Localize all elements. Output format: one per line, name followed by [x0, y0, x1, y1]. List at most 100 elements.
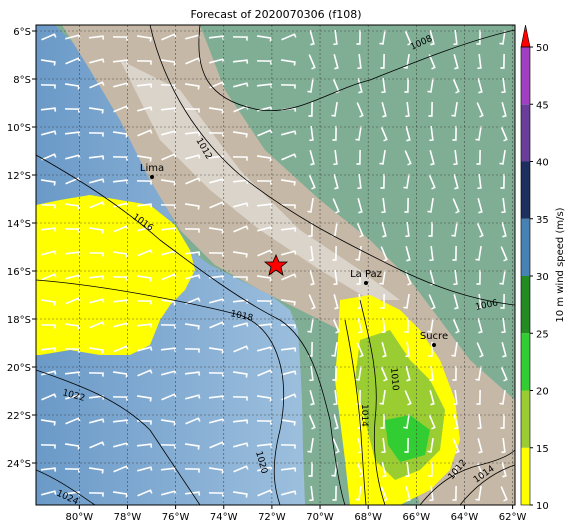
wind-barb [233, 202, 249, 208]
wind-barb [136, 300, 152, 305]
wind-barb [332, 485, 337, 501]
wind-barb [40, 59, 56, 66]
x-tick-label: 70°W [306, 512, 334, 523]
wind-barb [476, 102, 484, 118]
y-tick-label: 24°S [7, 459, 31, 470]
wind-barb [355, 365, 362, 381]
wind-barb [332, 365, 337, 381]
wind-barb [428, 414, 436, 430]
colorbar-tick-label: 15 [536, 444, 549, 455]
contour-label: 1014 [359, 404, 369, 427]
wind-barb [256, 443, 273, 448]
wind-barb [160, 227, 177, 232]
wind-barb [500, 486, 508, 502]
wind-barb [308, 174, 316, 190]
wind-barb [380, 173, 385, 189]
wind-barb [256, 300, 272, 305]
y-tick-label: 20°S [7, 363, 31, 374]
wind-barb [256, 83, 273, 88]
wind-barb [355, 245, 362, 261]
wind-barb [64, 108, 80, 113]
wind-barb [405, 246, 411, 262]
wind-barb [379, 389, 386, 405]
chart-title: Forecast of 2020070306 (f108) [190, 8, 361, 21]
wind-barb [381, 222, 387, 238]
colorbar-tick-label: 20 [536, 387, 549, 398]
wind-barb [405, 341, 410, 358]
wind-barb [380, 53, 385, 69]
wind-barb [380, 366, 388, 382]
wind-barb [209, 441, 225, 449]
wind-barb [356, 102, 364, 118]
city-label: La Paz [350, 269, 382, 280]
wind-barb [89, 321, 105, 329]
wind-barb [209, 58, 225, 64]
city-dot [432, 343, 436, 347]
wind-barb [40, 204, 56, 209]
wind-barb [40, 324, 56, 329]
wind-barb [280, 299, 296, 306]
wind-barb [477, 438, 483, 454]
wind-barb [380, 413, 385, 429]
wind-barb [307, 197, 314, 213]
wind-region [36, 195, 195, 355]
wind-barb [429, 30, 435, 46]
y-tick-label: 6°S [13, 27, 31, 38]
wind-barb [88, 155, 105, 160]
wind-barb [89, 441, 105, 449]
wind-barb [233, 345, 249, 353]
x-tick-label: 74°W [210, 512, 238, 523]
x-tick-label: 78°W [114, 512, 142, 523]
wind-barb [404, 197, 409, 213]
y-tick-label: 22°S [7, 411, 31, 422]
wind-barb [208, 395, 225, 400]
wind-barb [233, 105, 249, 113]
wind-barb [88, 372, 104, 377]
colorbar-tick-label: 45 [536, 100, 549, 111]
wind-barb [41, 153, 57, 161]
wind-barb [380, 293, 385, 309]
wind-barb [208, 107, 224, 114]
wind-barb [65, 297, 81, 305]
wind-barb [256, 323, 273, 328]
wind-barb [475, 485, 482, 501]
isobar [359, 299, 386, 505]
wind-barb [452, 485, 457, 501]
wind-barb [281, 250, 297, 256]
wind-barb [281, 370, 297, 376]
wind-barb [333, 389, 338, 406]
wind-barb [160, 179, 176, 186]
wind-barb [308, 101, 313, 117]
wind-barb [452, 198, 460, 214]
wind-barb [281, 490, 297, 496]
wind-barb [453, 29, 458, 46]
wind-barb [308, 461, 313, 477]
wind-barb [184, 251, 201, 256]
wind-barb [113, 345, 129, 353]
wind-barb [381, 342, 387, 358]
x-tick-label: 64°W [451, 512, 479, 523]
wind-barb [136, 83, 153, 88]
city-label: Lima [140, 163, 164, 174]
wind-barb [40, 347, 57, 352]
wind-barb [89, 81, 105, 89]
wind-barb [41, 250, 57, 256]
wind-barb [280, 204, 296, 209]
wind-barb [379, 149, 386, 165]
wind-barb [308, 414, 316, 430]
wind-barb [452, 438, 460, 454]
colorbar-segment [521, 276, 530, 334]
wind-barb [405, 221, 410, 238]
wind-barb [256, 180, 272, 185]
wind-barb [160, 107, 177, 112]
y-tick-label: 10°S [7, 123, 31, 134]
isobar [36, 369, 201, 505]
wind-barb [112, 371, 128, 378]
wind-barb [40, 227, 57, 232]
wind-barb [427, 77, 434, 93]
wind-barb [136, 395, 152, 402]
wind-barb [232, 251, 248, 258]
wind-barb [161, 273, 177, 281]
wind-barb [208, 347, 224, 354]
wind-barb [137, 249, 153, 257]
